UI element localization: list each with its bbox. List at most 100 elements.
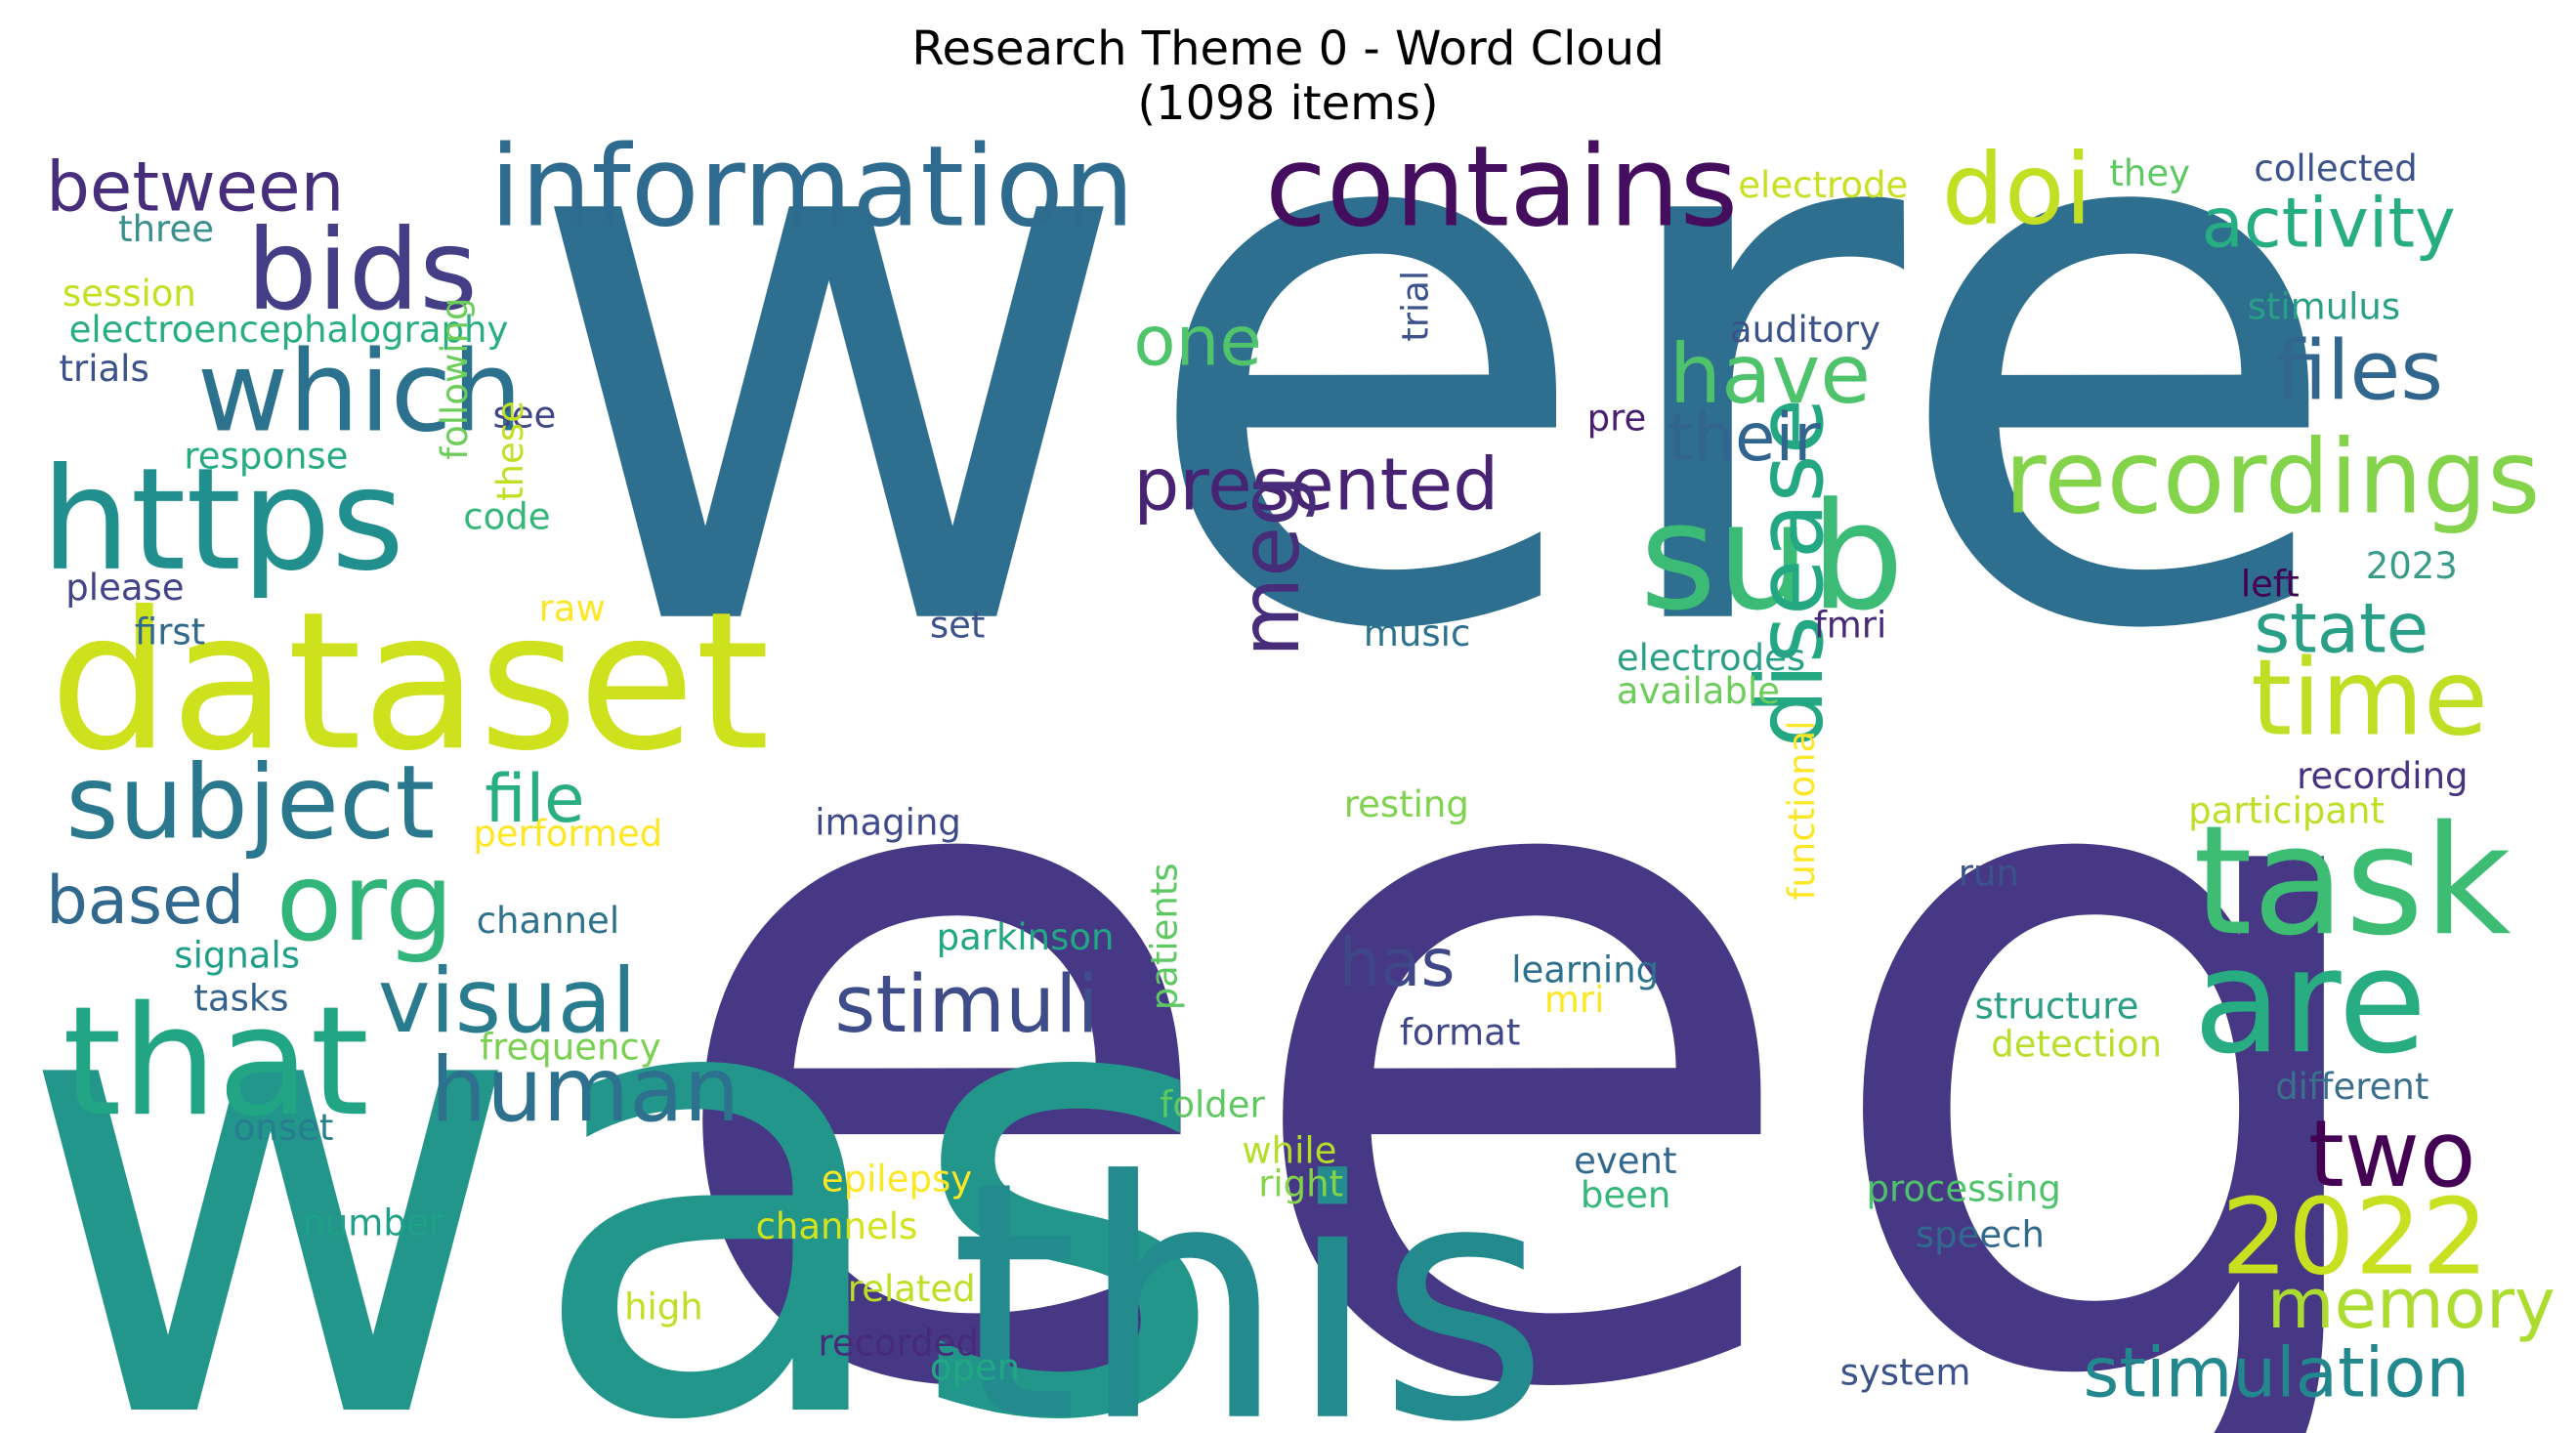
word-their: their [1668, 400, 1821, 476]
word-these: these [489, 400, 531, 501]
word-recorded: recorded [819, 1323, 979, 1365]
word-frequency: frequency [480, 1027, 661, 1069]
word-one: one [1133, 300, 1261, 381]
word-human: human [431, 1039, 740, 1142]
word-eeg: eeg [651, 496, 2410, 1433]
word-contains: contains [1265, 121, 1738, 251]
word-that: that [63, 974, 369, 1150]
word-time: time [2251, 638, 2488, 760]
word-task: task [2193, 793, 2512, 969]
word-stimulus: stimulus [2248, 285, 2401, 327]
word-high: high [624, 1286, 703, 1328]
word-right: right [1258, 1162, 1343, 1204]
word-stimulation: stimulation [2084, 1332, 2470, 1413]
word-detection: detection [1991, 1023, 2162, 1065]
word-subject: subject [65, 743, 435, 863]
word-available: available [1617, 670, 1780, 712]
word-code: code [463, 496, 550, 538]
word-response: response [184, 435, 348, 477]
word-activity: activity [2202, 182, 2456, 263]
word-functional: functional [1781, 720, 1823, 900]
word-trial: trial [1395, 271, 1437, 342]
word-between: between [46, 146, 344, 227]
word-see: see [493, 394, 557, 436]
word-system: system [1840, 1352, 1971, 1394]
word-which: which [197, 327, 523, 457]
chart-title-block: Research Theme 0 - Word Cloud (1098 item… [0, 21, 2576, 131]
word-files: files [2275, 323, 2443, 419]
word-dataset: dataset [50, 571, 771, 793]
word-have: have [1669, 326, 1871, 422]
word-please: please [65, 567, 184, 609]
word-recording: recording [2297, 755, 2468, 797]
word-been: been [1581, 1174, 1670, 1216]
word-trials: trials [60, 348, 149, 390]
word-disease: disease [1738, 398, 1844, 747]
word-electroencephalography: electroencephalography [69, 309, 509, 351]
word-stimuli: stimuli [834, 959, 1099, 1051]
word-run: run [1959, 853, 2019, 895]
word-doi: doi [1942, 132, 2092, 247]
word-number: number [302, 1202, 443, 1244]
word-imaging: imaging [815, 801, 961, 843]
word-pre: pre [1587, 398, 1647, 440]
word-org: org [276, 840, 454, 966]
word-information: information [489, 121, 1134, 251]
word-based: based [46, 863, 244, 939]
word-first: first [135, 611, 205, 653]
word-following: following [434, 298, 476, 460]
word-fmri: fmri [1814, 605, 1887, 647]
word-related: related [848, 1268, 976, 1310]
word-this: this [950, 1113, 1549, 1433]
word-patients: patients [1143, 863, 1185, 1010]
word-raw: raw [539, 588, 606, 630]
word-they: they [2109, 152, 2190, 194]
word-onset: onset [233, 1107, 334, 1149]
word-structure: structure [1975, 986, 2139, 1028]
word-presented: presented [1133, 443, 1499, 527]
word-open: open [930, 1347, 1020, 1389]
word-performed: performed [473, 813, 662, 855]
word-processing: processing [1867, 1167, 2061, 1209]
word-participant: participant [2188, 790, 2385, 832]
word-while: while [1242, 1130, 1336, 1172]
word-collected: collected [2254, 148, 2417, 190]
word-set: set [930, 605, 986, 647]
word-state: state [2254, 588, 2428, 669]
word-epilepsy: epilepsy [822, 1158, 972, 1200]
word-mri: mri [1544, 979, 1605, 1021]
word-2022: 2022 [2221, 1176, 2489, 1298]
word-event: event [1574, 1140, 1676, 1182]
word-bids: bids [246, 205, 478, 335]
word-learning: learning [1511, 949, 1659, 991]
word-memory: memory [2267, 1263, 2555, 1344]
word-tasks: tasks [193, 977, 288, 1019]
word-channel: channel [477, 900, 619, 942]
word-music: music [1364, 612, 1470, 654]
chart-title: Research Theme 0 - Word Cloud [911, 21, 1665, 76]
word-resting: resting [1344, 783, 1469, 825]
word-https: https [41, 439, 404, 603]
word-has: has [1339, 925, 1456, 1001]
word-format: format [1400, 1012, 1520, 1054]
word-left: left [2241, 564, 2300, 606]
word-parkinson: parkinson [937, 916, 1115, 958]
word-were: were [523, 0, 2348, 793]
word-sub: sub [1639, 470, 1904, 643]
word-three: three [118, 208, 214, 250]
word-two: two [2308, 1102, 2476, 1208]
word-2023: 2023 [2366, 545, 2458, 587]
word-folder: folder [1160, 1084, 1265, 1126]
word-file: file [485, 761, 584, 837]
word-electrode: electrode [1738, 164, 1908, 206]
word-visual: visual [378, 950, 637, 1053]
chart-subtitle: (1098 items) [1137, 76, 1439, 131]
word-are: are [2193, 917, 2427, 1085]
word-different: different [2275, 1066, 2428, 1108]
word-speech: speech [1916, 1214, 2045, 1256]
word-auditory: auditory [1730, 309, 1880, 351]
word-recordings: recordings [2005, 418, 2541, 537]
word-meg: meg [1222, 475, 1318, 657]
word-channels: channels [756, 1205, 918, 1247]
word-signals: signals [174, 935, 300, 977]
